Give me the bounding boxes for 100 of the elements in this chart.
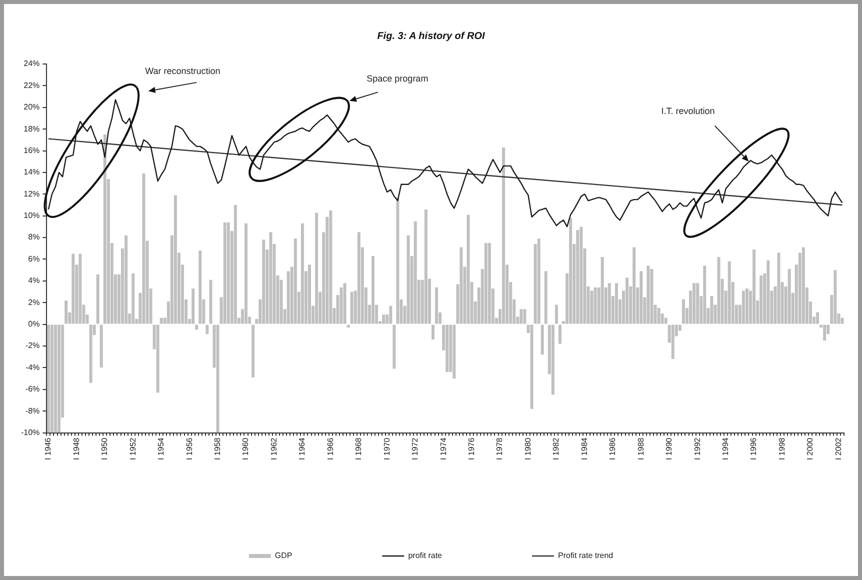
- bar: [156, 324, 160, 393]
- bar: [389, 306, 392, 324]
- legend-label: Profit rate trend: [558, 551, 614, 560]
- y-tick-label: 18%: [24, 124, 40, 134]
- bar: [160, 318, 163, 324]
- annotation: Space program: [366, 73, 428, 84]
- bar: [554, 304, 558, 324]
- bar: [103, 134, 106, 324]
- bar: [269, 232, 272, 324]
- bar: [788, 268, 791, 324]
- bar: [802, 247, 805, 324]
- y-tick-label: -4%: [25, 362, 40, 372]
- y-tick-label: 24%: [24, 59, 40, 68]
- y-tick-label: 2%: [28, 298, 40, 307]
- y-tick-label: 12%: [24, 189, 40, 198]
- annotation: War reconstruction: [145, 66, 220, 76]
- y-tick-label: -6%: [25, 384, 40, 394]
- bar: [640, 271, 643, 324]
- bar: [551, 324, 554, 395]
- bar: [544, 271, 548, 324]
- bar: [357, 232, 360, 324]
- bar: [657, 308, 660, 324]
- x-tick-label: I 1976: [467, 437, 476, 460]
- bar: [396, 197, 400, 324]
- bar: [530, 324, 534, 409]
- y-tick-label: 10%: [24, 211, 40, 220]
- bar: [834, 270, 837, 324]
- bar: [435, 287, 438, 324]
- x-tick-label: I 1974: [438, 437, 448, 460]
- x-tick-label: I 1966: [326, 437, 335, 460]
- bar: [124, 235, 128, 324]
- bar: [540, 324, 544, 355]
- bar: [244, 223, 248, 324]
- bar: [424, 209, 428, 324]
- bar: [580, 226, 583, 324]
- bar: [632, 247, 636, 324]
- y-tick-label: 6%: [28, 254, 40, 264]
- bar: [89, 324, 92, 383]
- y-tick-label: -2%: [25, 341, 40, 350]
- x-tick-label: I 1988: [636, 437, 646, 460]
- bar: [286, 271, 290, 324]
- y-tick-label: -8%: [25, 406, 40, 416]
- bar: [646, 266, 650, 324]
- y-tick-label: 16%: [24, 146, 40, 155]
- y-tick-label: 20%: [24, 102, 40, 112]
- bar: [315, 212, 318, 324]
- bar: [346, 324, 350, 328]
- bar: [760, 275, 763, 324]
- bar: [206, 324, 209, 334]
- x-tick-label: I 1986: [608, 437, 618, 460]
- x-tick-label: I 1956: [184, 437, 194, 460]
- bar: [100, 324, 103, 368]
- x-tick-label: I 1970: [382, 437, 392, 460]
- x-tick-label: I 1960: [241, 437, 250, 460]
- bar: [745, 288, 748, 324]
- bar: [350, 292, 354, 324]
- bar: [816, 312, 820, 324]
- x-tick-label: I 1948: [72, 437, 81, 460]
- bar: [466, 214, 470, 324]
- bar: [50, 324, 54, 433]
- bar: [174, 195, 177, 324]
- x-tick-label: I 1998: [777, 437, 786, 460]
- legend-label: profit rate: [408, 551, 443, 560]
- x-tick-label: I 1954: [156, 437, 166, 460]
- x-tick-label: I 1950: [100, 437, 110, 460]
- bar: [520, 309, 523, 324]
- bar: [558, 324, 562, 344]
- x-tick-label: I 1962: [269, 437, 278, 460]
- bar: [262, 240, 266, 324]
- bar: [488, 242, 491, 324]
- y-tick-label: 4%: [28, 276, 40, 286]
- bar: [502, 148, 506, 324]
- bar: [576, 230, 580, 324]
- bar: [343, 283, 346, 324]
- bar: [608, 283, 611, 324]
- bar: [710, 296, 714, 324]
- x-tick-label: I 2002: [834, 437, 843, 460]
- bar: [664, 318, 668, 324]
- legend-label: GDP: [274, 551, 292, 560]
- x-tick-label: I 1994: [721, 437, 730, 460]
- x-tick-label: I 1996: [749, 437, 758, 460]
- bar: [594, 287, 597, 324]
- x-tick-label: I 2000: [806, 437, 815, 460]
- bar: [452, 324, 456, 379]
- bar: [226, 222, 230, 324]
- bar: [340, 287, 343, 324]
- bar: [372, 256, 375, 324]
- bar: [96, 274, 100, 324]
- bar: [752, 249, 756, 324]
- y-tick-label: 0%: [28, 320, 40, 329]
- bar: [626, 278, 629, 324]
- bar: [46, 324, 50, 433]
- bar: [72, 254, 75, 324]
- bar: [742, 290, 745, 324]
- bar: [523, 309, 526, 324]
- y-tick-label: 8%: [28, 232, 40, 242]
- x-tick-label: I 1992: [692, 437, 702, 460]
- bar: [252, 324, 255, 378]
- x-tick-label: I 1978: [495, 437, 504, 460]
- x-tick-label: I 1980: [523, 437, 532, 460]
